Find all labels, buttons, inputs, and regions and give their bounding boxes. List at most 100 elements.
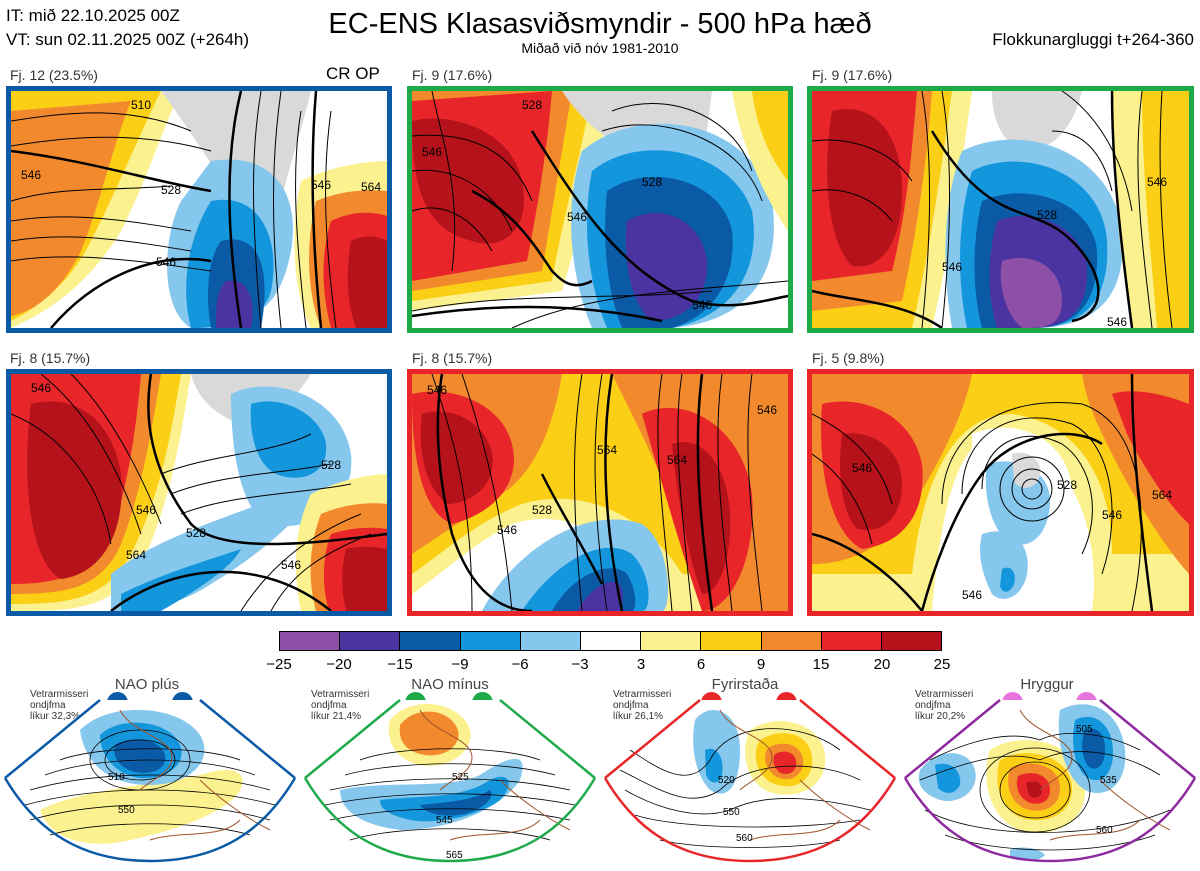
colorbar-tick: −6 <box>511 656 529 673</box>
colorbar-swatch <box>701 632 762 650</box>
contour-label: 528 <box>161 183 181 197</box>
contour-label: 550 <box>723 807 740 818</box>
contour-label: 528 <box>522 98 542 112</box>
regime-name: Hryggur <box>1020 676 1074 693</box>
contour-label: 564 <box>667 453 687 467</box>
colorbar-tick: 3 <box>636 656 646 673</box>
contour-label: 546 <box>422 145 442 159</box>
regime-name: NAO mínus <box>411 676 489 693</box>
regime-probability: líkur 21,4% <box>311 711 362 722</box>
contour-label: 546 <box>136 503 156 517</box>
contour-label: 528 <box>532 503 552 517</box>
valid-time: VT: sun 02.11.2025 00Z (+264h) <box>6 30 250 49</box>
colorbar-tick: 25 <box>933 656 951 673</box>
regime-months: ondjfma <box>915 700 951 711</box>
colorbar-tick: −15 <box>387 656 413 673</box>
cluster-map-5: 528 546 546 564 564 546 <box>407 369 793 616</box>
regime-probability: líkur 32,3% <box>30 711 81 722</box>
contour-label: 564 <box>597 443 617 457</box>
page-title: EC-ENS Klasasviðsmyndir - 500 hPa hæð <box>328 8 872 40</box>
contour-label: 546 <box>692 298 712 312</box>
regime-season: Vetrarmisseri <box>311 689 370 700</box>
colorbar-tick: 20 <box>873 656 891 673</box>
regime-name: NAO plús <box>114 676 180 693</box>
colorbar-swatch <box>520 632 581 650</box>
regime-months: ondjfma <box>30 700 66 711</box>
regime-months: ondjfma <box>311 700 347 711</box>
colorbar-swatch <box>641 632 702 650</box>
contour-label: 535 <box>1100 775 1117 786</box>
colorbar-swatch <box>821 632 882 650</box>
contour-label: 545 <box>436 815 453 826</box>
colorbar-tick: −25 <box>266 656 292 673</box>
contour-label: 510 <box>131 98 151 112</box>
contour-label: 510 <box>108 772 125 783</box>
anomaly-map: 528 528 546 546 546 <box>412 91 788 328</box>
contour-label: 546 <box>21 168 41 182</box>
page-subtitle: Miðað við nóv 1981-2010 <box>521 40 679 56</box>
contour-label: 564 <box>1152 488 1172 502</box>
colorbar-tick: −20 <box>326 656 352 673</box>
contour-label: 528 <box>1037 208 1057 222</box>
colorbar-swatch <box>460 632 521 650</box>
cluster-label: Fj. 8 (15.7%) <box>412 350 493 366</box>
cluster-map-1: 528 546 546 510 564 546 <box>6 86 392 333</box>
contour-label: 546 <box>962 588 982 602</box>
contour-label: 546 <box>281 558 301 572</box>
colorbar-tick: −9 <box>451 656 469 673</box>
colorbar-swatch <box>280 632 341 650</box>
contour-label: 546 <box>311 178 331 192</box>
contour-label: 528 <box>321 458 341 472</box>
contour-label: 505 <box>1076 724 1093 735</box>
cluster-label: Fj. 9 (17.6%) <box>412 67 493 83</box>
anomaly-map: 528 546 546 510 564 546 <box>11 91 387 328</box>
contour-label: 560 <box>1096 825 1113 836</box>
contour-label: 546 <box>567 210 587 224</box>
regime-map: 525 545 565 <box>303 699 597 863</box>
colorbar-tick: 15 <box>812 656 830 673</box>
contour-label: 565 <box>446 850 463 861</box>
contour-label: 546 <box>31 381 51 395</box>
contour-label: 546 <box>1102 508 1122 522</box>
anomaly-map: 528 546 546 546 <box>812 91 1189 328</box>
classification-window: Flokkunargluggi t+264-360 <box>992 30 1194 49</box>
colorbar-swatch <box>580 632 642 650</box>
contour-label: 546 <box>852 461 872 475</box>
contour-label: 550 <box>118 805 135 816</box>
anomaly-map: 528 528 546 546 564 546 <box>11 374 387 611</box>
anomaly-colorbar <box>279 631 942 651</box>
contour-label: 546 <box>427 383 447 397</box>
cluster-map-2: 528 528 546 546 546 <box>407 86 793 333</box>
contour-label: 564 <box>361 180 381 194</box>
cluster-label: Fj. 12 (23.5%) <box>10 67 98 83</box>
cluster-label: Fj. 5 (9.8%) <box>812 350 885 366</box>
cluster-label: Fj. 9 (17.6%) <box>812 67 893 83</box>
contour-label: 546 <box>1107 315 1127 328</box>
contour-label: 546 <box>156 255 176 269</box>
anomaly-map: 528 546 546 546 564 <box>812 374 1189 611</box>
anomaly-map: 528 546 546 564 564 546 <box>412 374 788 611</box>
regime-season: Vetrarmisseri <box>30 689 89 700</box>
contour-label: 564 <box>126 548 146 562</box>
contour-label: 546 <box>1147 175 1167 189</box>
contour-label: 560 <box>736 833 753 844</box>
colorbar-swatch <box>400 632 461 650</box>
contour-label: 528 <box>186 526 206 540</box>
contour-label: 528 <box>642 175 662 189</box>
init-time: IT: mið 22.10.2025 00Z <box>6 6 180 25</box>
colorbar-swatch <box>340 632 401 650</box>
contour-label: 546 <box>757 403 777 417</box>
cluster-map-4: 528 528 546 546 564 546 <box>6 369 392 616</box>
regime-map: 520 550 560 <box>603 699 897 863</box>
regime-map: 510 550 <box>3 699 297 863</box>
regime-months: ondjfma <box>613 700 649 711</box>
colorbar-tick: −3 <box>571 656 589 673</box>
regime-probability: líkur 20,2% <box>915 711 966 722</box>
cluster-label: Fj. 8 (15.7%) <box>10 350 91 366</box>
contour-label: 520 <box>718 775 735 786</box>
contour-label: 546 <box>497 523 517 537</box>
regime-season: Vetrarmisseri <box>613 689 672 700</box>
regime-map: 505 535 560 <box>903 699 1197 863</box>
control-run-tag: CR OP <box>326 64 380 83</box>
colorbar-swatch <box>761 632 822 650</box>
